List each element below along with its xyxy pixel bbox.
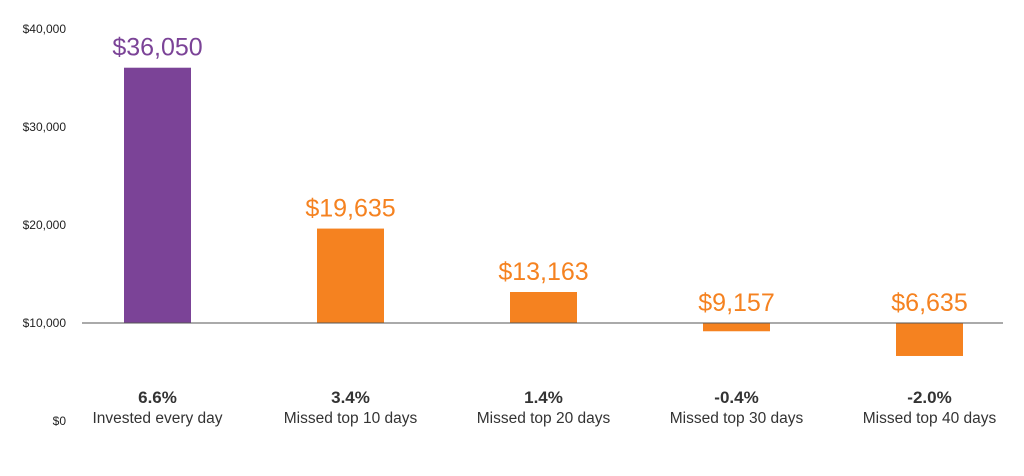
y-axis: $40,000 $30,000 $20,000 $10,000 $0 bbox=[23, 22, 67, 428]
category-label: Invested every day bbox=[92, 410, 222, 427]
x-axis-labels: 6.6% Invested every day 3.4% Missed top 10 … bbox=[92, 388, 996, 427]
bar bbox=[703, 323, 770, 332]
return-label: 1.4% bbox=[524, 388, 563, 407]
y-tick-label: $10,000 bbox=[23, 316, 67, 330]
y-tick-label: $30,000 bbox=[23, 120, 67, 134]
bars bbox=[124, 67, 963, 356]
bar bbox=[317, 228, 384, 323]
return-label: -0.4% bbox=[714, 388, 758, 407]
return-label: -2.0% bbox=[907, 388, 951, 407]
category-label: Missed top 20 days bbox=[477, 410, 611, 427]
bar-value-label: $9,157 bbox=[698, 289, 774, 317]
value-labels: $36,050 $19,635 $13,163 $9,157 $6,635 bbox=[112, 34, 967, 317]
bar-value-label: $19,635 bbox=[305, 195, 395, 223]
bar bbox=[896, 323, 963, 356]
bar-value-label: $36,050 bbox=[112, 34, 202, 62]
category-label: Missed top 30 days bbox=[670, 410, 804, 427]
bar bbox=[124, 67, 191, 324]
bar-value-label: $6,635 bbox=[891, 289, 967, 317]
bar bbox=[510, 292, 577, 323]
y-tick-label: $20,000 bbox=[23, 218, 67, 232]
bar-value-label: $13,163 bbox=[498, 258, 588, 286]
category-label: Missed top 40 days bbox=[863, 410, 997, 427]
return-label: 3.4% bbox=[331, 388, 370, 407]
y-tick-label: $0 bbox=[53, 414, 67, 428]
return-label: 6.6% bbox=[138, 388, 177, 407]
y-tick-label: $40,000 bbox=[23, 22, 67, 36]
category-label: Missed top 10 days bbox=[284, 410, 418, 427]
